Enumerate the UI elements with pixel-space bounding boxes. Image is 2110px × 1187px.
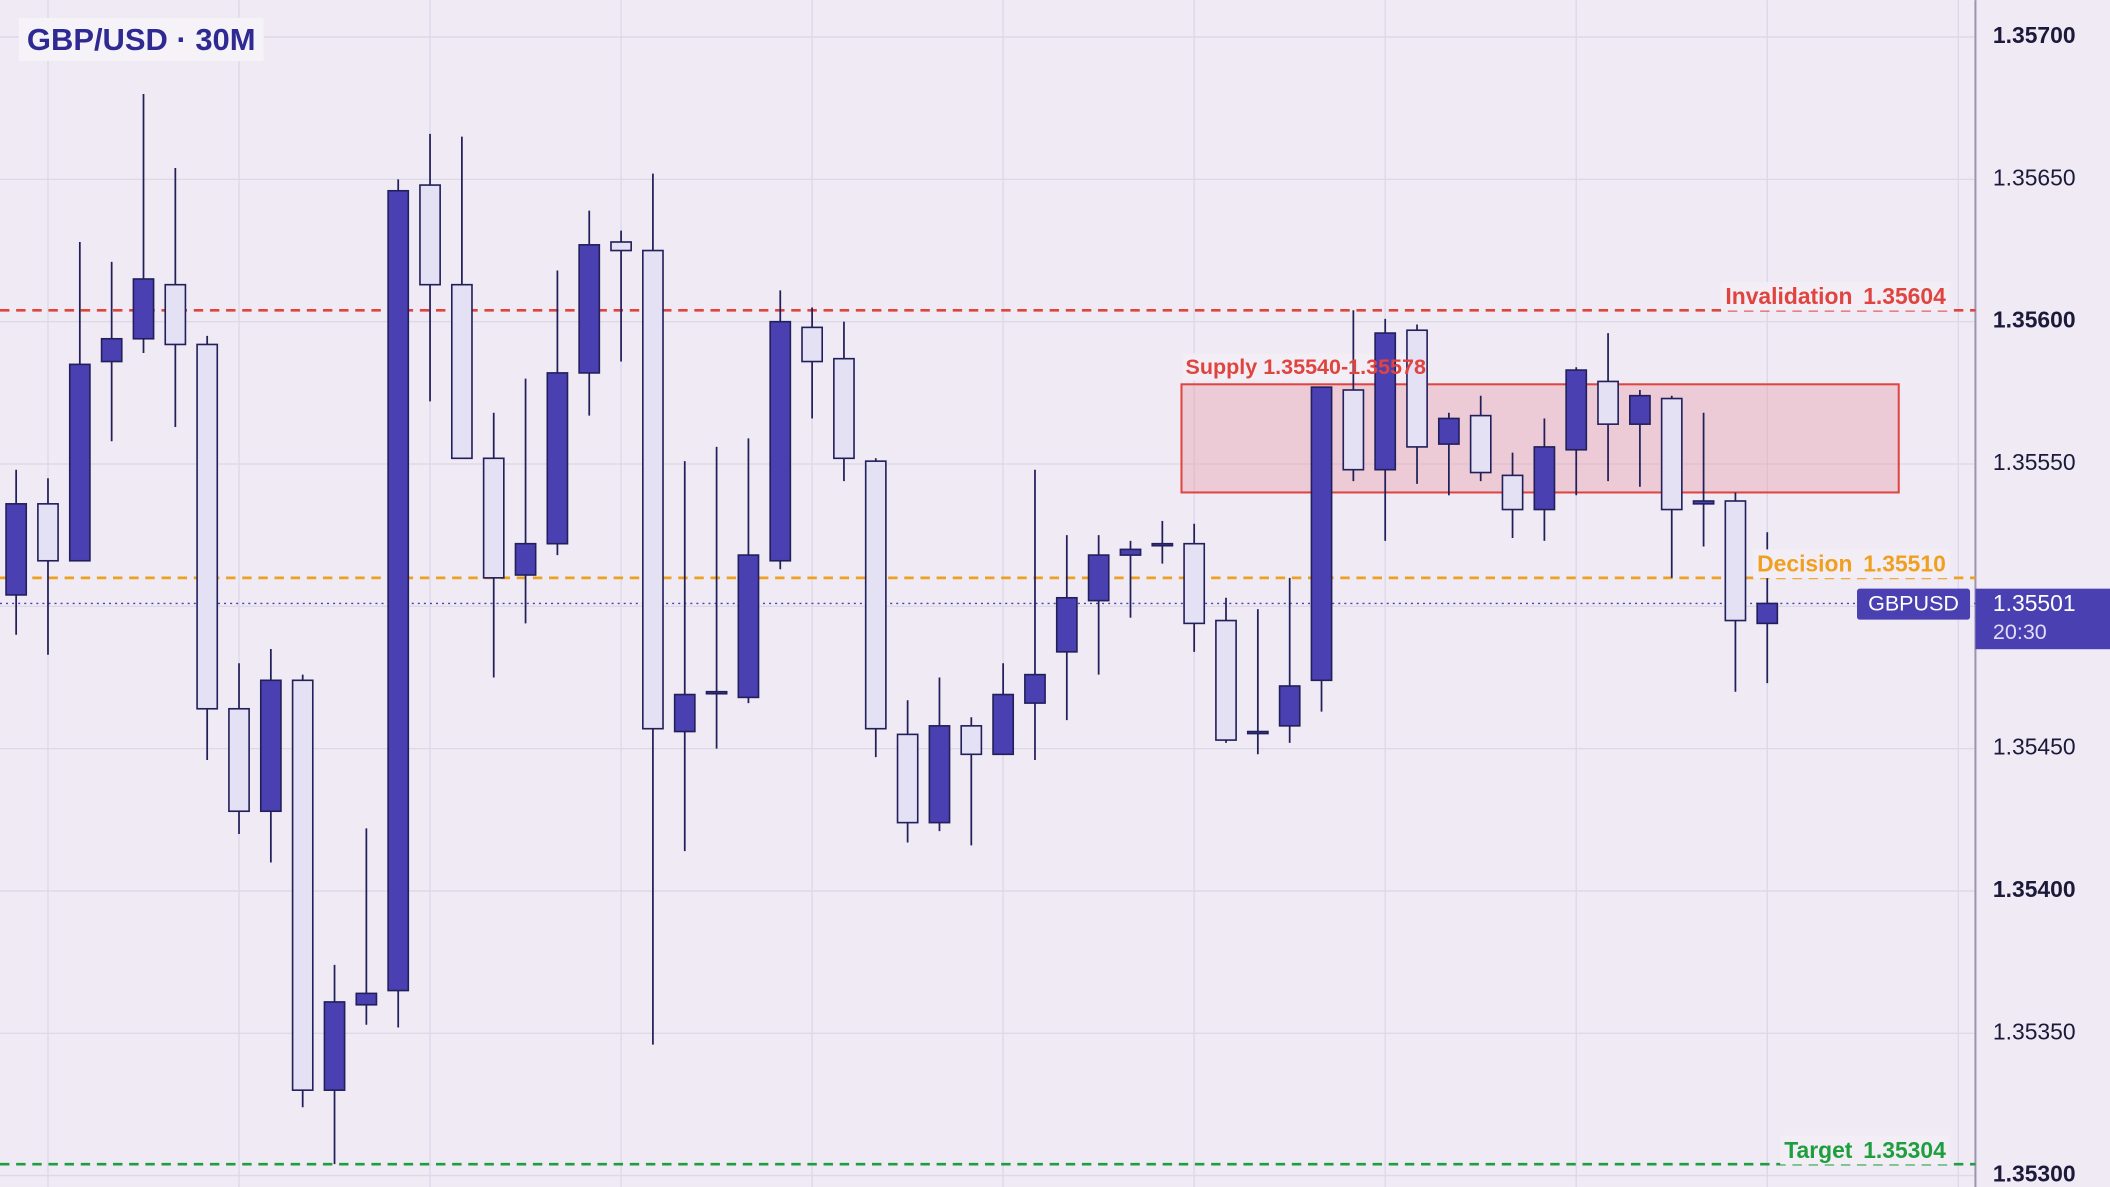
title-bg [18,17,264,61]
candle-body-down [164,283,187,346]
candle-body-up [1374,332,1397,471]
level-name: Target [1784,1137,1853,1163]
price-label: 1.35501 [1993,590,2076,616]
candle-body-down [642,249,664,730]
candle-body-up [1055,596,1078,653]
candle-body-up [1756,602,1779,625]
candle-body-up [992,693,1015,756]
candle-body-up [1087,554,1110,602]
symbol-label: GBPUSD [1868,591,1959,615]
candle-body-up [387,189,410,992]
y-tick-label: 1.35350 [1993,1018,2076,1044]
y-tick-label: 1.35450 [1993,734,2076,760]
candle-body-up [100,337,123,363]
level-value: 1.35604 [1863,283,1946,309]
candle-body-up [1310,386,1333,682]
candle-body-down [1597,380,1619,425]
candle-body-down [801,326,824,363]
candle-body-down [291,679,314,1091]
candle-body-down [864,460,887,730]
candle-body-up [1151,542,1174,547]
candle-body-up [355,992,378,1006]
candle-body-up [1629,394,1651,425]
candle-body-up [1024,673,1046,704]
candle-body-down [450,283,473,460]
y-tick-label: 1.35300 [1993,1161,2076,1187]
candle-body-down [419,184,441,286]
level-label: Invalidation 1.35604 [1725,283,1946,309]
candle-body-down [1501,474,1524,511]
candle-body-up [68,363,91,562]
candle-body-up [705,690,728,695]
candle-body-down [1469,414,1492,474]
candle-body-up [578,244,601,374]
candle-body-up [546,372,569,545]
candle-body-up [928,725,951,824]
level-value: 1.35304 [1863,1137,1946,1163]
candle-body-up [1437,417,1460,445]
candle-body-down [1342,389,1365,471]
candle-body-up [1692,500,1715,505]
candle-body-up [1565,369,1588,451]
price-tag [1975,588,2110,650]
level-label-bg [1721,281,1951,311]
zone-label: Supply 1.35540-1.35578 [1186,355,1426,379]
candle-body-down [1406,329,1428,448]
level-value: 1.35510 [1863,551,1946,577]
candle-body-down [1183,542,1206,625]
y-tick-label: 1.35700 [1993,22,2076,48]
candle-body-up [5,503,28,596]
y-tick-label: 1.35600 [1993,307,2076,333]
candle-body-down [610,241,632,252]
candle-body-up [132,278,155,340]
candle-body-down [960,725,983,756]
y-tick-label: 1.35400 [1993,876,2076,902]
candle-body-up [1246,730,1269,735]
candle-body-up [769,320,792,562]
level-label-bg [1753,549,1950,579]
y-tick-label: 1.35650 [1993,164,2076,190]
candle-body-down [1724,500,1747,622]
candle-body-down [37,503,59,562]
candle-body-up [259,679,282,813]
candle-body-up [1533,446,1556,511]
candle-body-down [228,707,250,813]
candle-body-down [482,457,505,579]
level-label: Target 1.35304 [1784,1137,1946,1163]
candle-body-down [833,357,855,460]
candle-body-up [323,1001,346,1091]
y-tick-label: 1.35550 [1993,449,2076,475]
candle-body-down [896,733,919,824]
candle-body-up [737,554,760,699]
chart-title: GBP/USD · 30M [27,22,256,57]
level-name: Decision [1757,551,1852,577]
level-name: Invalidation [1725,283,1852,309]
candle-body-up [1278,685,1301,727]
candle-body-up [1119,548,1142,556]
level-label-bg [1780,1135,1951,1165]
candle-body-down [1660,397,1683,511]
level-label: Decision 1.35510 [1757,551,1946,577]
candle-body-down [196,343,219,710]
candle-body-up [514,542,537,576]
symbol-tag [1857,588,1971,620]
candle-body-down [1215,619,1237,741]
candle-body-up [673,693,696,733]
time-label: 20:30 [1993,620,2047,644]
